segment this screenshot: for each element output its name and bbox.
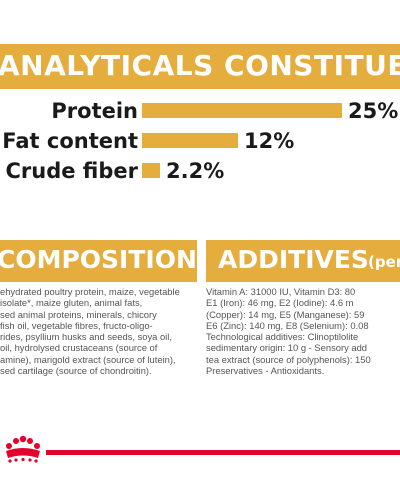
nutrient-row-protein: Protein 25% — [0, 96, 400, 126]
composition-line: sed animal proteins, minerals, chicory — [0, 308, 157, 320]
composition-text: ehydrated poultry protein, maize, vegeta… — [0, 286, 192, 382]
additives-title-suffix: (per — [368, 253, 400, 271]
nutrient-row-fat: Fat content 12% — [0, 126, 400, 156]
analytical-constituents-title: ANALYTICALS CONSTITUENTS — [0, 49, 400, 82]
composition-line: fish oil, vegetable fibres, fructo-oligo… — [0, 319, 153, 331]
additives-line: Technological additives: Clinoptilolite — [206, 331, 359, 343]
additives-line: Vitamin A: 31000 IU, Vitamin D3: 80 — [206, 286, 356, 297]
additives-line: tea extract (source of polyphenols): 150 — [206, 353, 371, 365]
additives-header: ADDITIVES (per — [206, 240, 400, 282]
composition-line: amine), marigold extract (source of lute… — [0, 353, 176, 365]
analytical-constituents-banner: ANALYTICALS CONSTITUENTS — [0, 44, 400, 89]
nutrient-bar — [142, 163, 160, 178]
nutrient-value: 25% — [348, 99, 399, 123]
composition-line: isolate*, maize gluten, animal fats, — [0, 297, 143, 309]
nutrient-bar — [142, 103, 342, 118]
additives-text: Vitamin A: 31000 IU, Vitamin D3: 80 E1 (… — [206, 286, 400, 382]
additives-title: ADDITIVES — [218, 245, 369, 274]
additives-line: sedimentary origin: 10 g - Sensory add — [206, 342, 368, 354]
composition-line: sed cartilage (source of chondroitin). — [0, 365, 152, 377]
composition-title: COMPOSITION — [0, 245, 197, 274]
nutrient-value: 12% — [244, 129, 295, 153]
composition-line: rides, psyllium husks and seeds, soya oi… — [0, 331, 172, 343]
additives-line: (Copper): 14 mg, E5 (Manganese): 59 — [206, 308, 365, 320]
nutrient-label: Protein — [51, 99, 138, 123]
composition-line: ehydrated poultry protein, maize, vegeta… — [0, 286, 180, 297]
royal-canin-logo-icon — [0, 424, 46, 474]
additives-line: E6 (Zinc): 140 mg, E8 (Selenium): 0.08 — [206, 319, 369, 331]
composition-line: oil, hydrolysed crustaceans (source of — [0, 342, 158, 354]
brand-footer-line — [0, 450, 400, 455]
additives-line: Preservatives - Antioxidants. — [206, 365, 325, 377]
nutrient-row-fiber: Crude fiber 2.2% — [0, 156, 400, 186]
nutrient-label: Fat content — [2, 129, 138, 153]
composition-header: COMPOSITION — [0, 240, 197, 282]
nutrient-bar — [142, 133, 238, 148]
additives-line: E1 (Iron): 46 mg, E2 (Iodine): 4.6 m — [206, 297, 354, 309]
nutrient-label: Crude fiber — [5, 159, 138, 183]
nutrient-value: 2.2% — [166, 159, 225, 183]
